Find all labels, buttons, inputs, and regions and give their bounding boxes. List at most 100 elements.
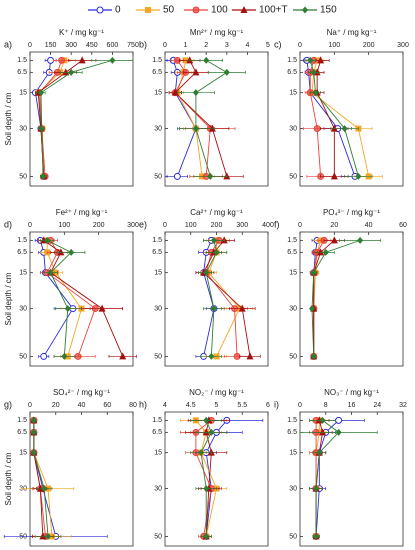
marker <box>210 305 217 313</box>
marker <box>36 484 44 492</box>
marker <box>317 56 325 64</box>
marker <box>203 532 210 540</box>
x-tick-label: 60 <box>103 402 111 409</box>
x-tick-label: 0 <box>298 222 302 229</box>
plot-frame <box>164 51 269 187</box>
marker <box>223 68 230 76</box>
y-tick-label: 30 <box>19 125 27 132</box>
x-tick-label: 300 <box>236 222 248 229</box>
x-tick-label: 0 <box>28 222 32 229</box>
marker <box>61 352 68 360</box>
x-tick-label: 40 <box>78 402 86 409</box>
marker <box>109 56 116 64</box>
marker <box>233 352 241 360</box>
legend-label: 150 <box>320 5 337 16</box>
x-tick-label: 100 <box>58 222 70 229</box>
series-line <box>309 60 322 177</box>
series-line <box>37 60 83 177</box>
marker <box>310 269 317 277</box>
marker <box>44 236 51 244</box>
marker <box>341 125 348 133</box>
y-tick-label: 1.5 <box>152 57 162 64</box>
marker <box>213 248 220 256</box>
y-tick-label: 6.5 <box>287 69 297 76</box>
panel-label: h) <box>139 399 147 409</box>
series-line <box>33 420 49 537</box>
marker <box>38 125 45 133</box>
panel-title: K⁺ / mg kg⁻¹ <box>59 28 104 37</box>
legend-marker <box>145 7 151 13</box>
marker <box>173 172 181 180</box>
legend-label: 100+T <box>259 5 288 16</box>
marker <box>37 89 44 97</box>
series-line <box>40 59 113 177</box>
series-line <box>43 240 124 357</box>
panel-title: NO₃⁻ / mg kg⁻¹ <box>324 388 379 397</box>
y-tick-label: 6.5 <box>287 429 297 436</box>
y-tick-label: 50 <box>289 533 297 540</box>
x-tick-label: 0 <box>163 222 167 229</box>
y-tick-label: 1.5 <box>287 237 297 244</box>
y-tick-label: 6.5 <box>17 69 27 76</box>
x-tick-label: 100 <box>328 42 340 49</box>
y-tick-label: 1.5 <box>287 417 297 424</box>
y-tick-label: 1.5 <box>17 57 27 64</box>
marker <box>330 124 338 132</box>
x-tick-label: 4 <box>245 42 249 49</box>
marker <box>40 172 47 180</box>
marker <box>39 532 47 540</box>
panel-title: SO₄²⁻ / mg kg⁻¹ <box>53 388 110 397</box>
x-tick-label: 40 <box>365 222 373 229</box>
x-tick-label: 200 <box>93 222 105 229</box>
series-line <box>33 420 53 537</box>
y-tick-label: 30 <box>19 305 27 312</box>
x-tick-label: 300 <box>127 222 139 229</box>
marker <box>203 56 210 64</box>
marker <box>41 485 48 493</box>
series-line <box>46 239 72 357</box>
y-tick-label: 6.5 <box>152 69 162 76</box>
y-tick-label: 30 <box>289 305 297 312</box>
x-tick-label: 5.5 <box>237 402 247 409</box>
legend-marker <box>240 6 248 13</box>
marker <box>316 449 323 457</box>
y-tick-label: 1.5 <box>287 57 297 64</box>
x-tick-label: 20 <box>52 402 60 409</box>
panel-label: e) <box>139 219 147 229</box>
y-tick-label: 50 <box>289 353 297 360</box>
x-tick-label: 600 <box>107 42 119 49</box>
panel-title: Fe²⁺ / mg kg⁻¹ <box>56 208 108 217</box>
panel-label: f) <box>274 219 280 229</box>
marker <box>74 352 82 360</box>
plot-frame <box>29 411 134 547</box>
marker <box>312 89 319 97</box>
marker <box>317 248 325 256</box>
x-tick-label: 8 <box>324 402 328 409</box>
marker <box>78 56 86 64</box>
marker <box>319 416 326 424</box>
x-tick-label: 20 <box>330 222 338 229</box>
x-tick-label: 750 <box>127 42 139 49</box>
marker <box>335 428 342 436</box>
legend-marker <box>192 6 200 14</box>
y-tick-label: 30 <box>289 485 297 492</box>
panel-label: d) <box>4 219 12 229</box>
y-axis-title: Soil depth / cm <box>4 272 13 325</box>
y-tick-label: 30 <box>154 125 162 132</box>
x-tick-label: 100 <box>185 222 197 229</box>
plot-frame <box>29 51 134 187</box>
y-tick-label: 30 <box>289 125 297 132</box>
x-tick-label: 80 <box>129 402 137 409</box>
marker <box>313 532 320 540</box>
y-tick-label: 15 <box>19 270 27 277</box>
y-tick-label: 50 <box>154 173 162 180</box>
marker <box>98 304 106 312</box>
marker <box>57 248 65 256</box>
x-tick-label: 4.5 <box>186 402 196 409</box>
panel-label: g) <box>4 399 12 409</box>
series-line <box>33 420 57 537</box>
x-tick-label: 200 <box>211 222 223 229</box>
legend-marker <box>96 6 104 14</box>
marker <box>68 248 75 256</box>
panel-label: a) <box>4 39 12 49</box>
